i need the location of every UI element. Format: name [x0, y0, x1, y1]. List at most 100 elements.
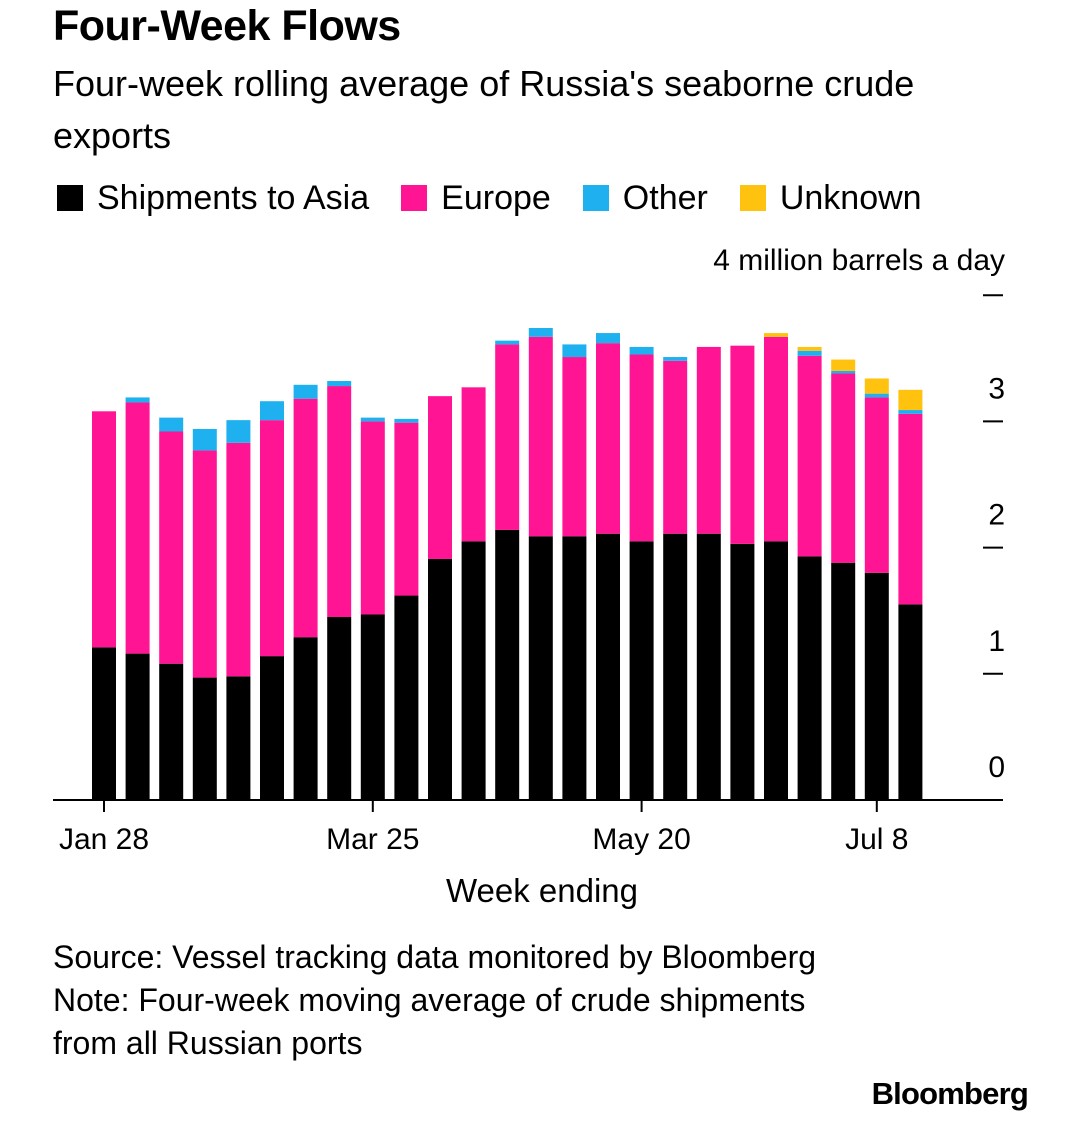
bar-other-15	[596, 333, 620, 344]
bar-europe-10	[428, 396, 452, 559]
bar-other-22	[831, 370, 856, 374]
bar-other-3	[192, 428, 217, 451]
bar-shipments-to-asia-8	[360, 614, 385, 800]
bar-other-24	[898, 410, 923, 414]
legend-label-asia: Shipments to Asia	[97, 178, 370, 217]
bar-other-5	[260, 401, 284, 421]
bar-other-8	[360, 417, 385, 422]
chart-subtitle: Four-week rolling average of Russia's se…	[53, 63, 915, 156]
legend-swatch-europe	[401, 185, 428, 211]
bar-shipments-to-asia-10	[428, 558, 452, 800]
x-axis-label: Week ending	[0, 872, 1080, 910]
bar-other-14	[562, 344, 587, 358]
bar-other-6	[293, 384, 318, 399]
bar-shipments-to-asia-4	[226, 676, 251, 800]
bar-shipments-to-asia-14	[562, 536, 587, 800]
x-tick-label-2: May 20	[592, 823, 690, 856]
y-tick-label-1: 1	[988, 625, 1005, 658]
bar-shipments-to-asia-21	[797, 556, 822, 800]
bloomberg-logo: Bloomberg	[871, 1076, 1029, 1111]
bar-unknown-23	[864, 378, 889, 394]
legend-label-europe: Europe	[441, 178, 551, 217]
x-axis-label-text: Week ending	[445, 872, 639, 909]
bar-europe-18	[696, 346, 721, 534]
bar-unknown-22	[831, 359, 856, 371]
bar-other-7	[327, 381, 352, 387]
y-tick-label-0: 0	[988, 751, 1005, 784]
legend-item-asia: Shipments to Asia	[57, 179, 369, 218]
bar-shipments-to-asia-22	[831, 562, 856, 800]
bar-shipments-to-asia-3	[192, 677, 217, 800]
bar-other-1	[125, 397, 150, 403]
bar-unknown-21	[797, 346, 822, 351]
bar-unknown-24	[898, 389, 923, 411]
bar-shipments-to-asia-24	[898, 604, 923, 800]
bar-other-23	[864, 393, 889, 398]
legend-item-unknown: Unknown	[739, 178, 922, 218]
bar-europe-16	[629, 354, 654, 542]
bar-shipments-to-asia-23	[864, 572, 889, 800]
bar-other-2	[159, 417, 184, 432]
bar-shipments-to-asia-20	[764, 541, 788, 800]
bar-europe-24	[898, 413, 923, 605]
bar-europe-2	[159, 431, 184, 664]
y-tick-label-3: 3	[988, 372, 1005, 405]
source-text: Source: Vessel tracking data monitored b…	[53, 939, 817, 975]
footnote: Source: Vessel tracking data monitored b…	[53, 936, 833, 1065]
bar-other-13	[528, 328, 553, 337]
bar-europe-22	[831, 373, 856, 563]
bar-shipments-to-asia-17	[663, 533, 688, 800]
y-axis-unit-label: 4 million barrels a day	[713, 244, 1005, 277]
bar-other-4	[226, 420, 251, 443]
bar-europe-23	[864, 397, 889, 573]
bar-europe-6	[293, 398, 318, 638]
bar-shipments-to-asia-11	[461, 541, 486, 800]
bar-shipments-to-asia-1	[125, 653, 150, 800]
bar-europe-8	[360, 421, 385, 615]
legend-swatch-other	[582, 185, 609, 211]
bar-europe-0	[92, 411, 116, 648]
x-tick-label-3: Jul 8	[845, 823, 908, 856]
bar-shipments-to-asia-2	[159, 663, 184, 800]
bar-europe-4	[226, 442, 251, 677]
bar-shipments-to-asia-15	[596, 533, 620, 800]
bar-europe-12	[495, 344, 520, 530]
bar-shipments-to-asia-7	[327, 617, 352, 800]
bar-other-9	[394, 418, 419, 423]
bar-europe-3	[192, 450, 217, 678]
bar-europe-7	[327, 386, 352, 618]
bar-europe-17	[663, 360, 688, 534]
note-text: Note: Four-week moving average of crude …	[53, 982, 806, 1061]
legend: Shipments to Asia Europe Other Unknown	[57, 176, 954, 220]
bar-shipments-to-asia-6	[293, 637, 318, 800]
bar-other-17	[663, 357, 688, 361]
legend-swatch-unknown	[739, 185, 766, 211]
bar-europe-11	[461, 387, 486, 542]
bar-europe-1	[125, 402, 150, 654]
x-tick-label-1: Mar 25	[326, 823, 419, 856]
legend-label-other: Other	[622, 178, 708, 217]
bar-europe-14	[562, 357, 587, 537]
bar-shipments-to-asia-13	[528, 536, 553, 800]
bar-shipments-to-asia-12	[495, 529, 520, 800]
legend-item-other: Other	[582, 178, 708, 218]
stacked-bar-chart: Jan 28 Mar 25 May 20 Jul 8 0 1 2 3	[53, 294, 1005, 856]
bar-shipments-to-asia-16	[629, 541, 654, 800]
bar-europe-21	[797, 355, 822, 557]
bar-shipments-to-asia-5	[260, 656, 284, 800]
legend-item-europe: Europe	[401, 179, 551, 218]
bar-shipments-to-asia-19	[730, 543, 755, 800]
bar-other-12	[495, 340, 520, 345]
bar-europe-9	[394, 422, 419, 596]
bar-europe-13	[528, 336, 553, 537]
y-tick-label-2: 2	[988, 499, 1005, 532]
chart-title: Four-Week Flows	[53, 2, 401, 50]
bar-other-16	[629, 346, 654, 355]
x-tick-label-0: Jan 28	[59, 823, 149, 856]
bar-other-21	[797, 350, 822, 356]
bar-europe-15	[596, 343, 620, 534]
legend-label-unknown: Unknown	[779, 178, 922, 217]
bar-europe-20	[764, 336, 788, 542]
bar-shipments-to-asia-18	[696, 533, 721, 800]
bar-europe-19	[730, 345, 755, 544]
